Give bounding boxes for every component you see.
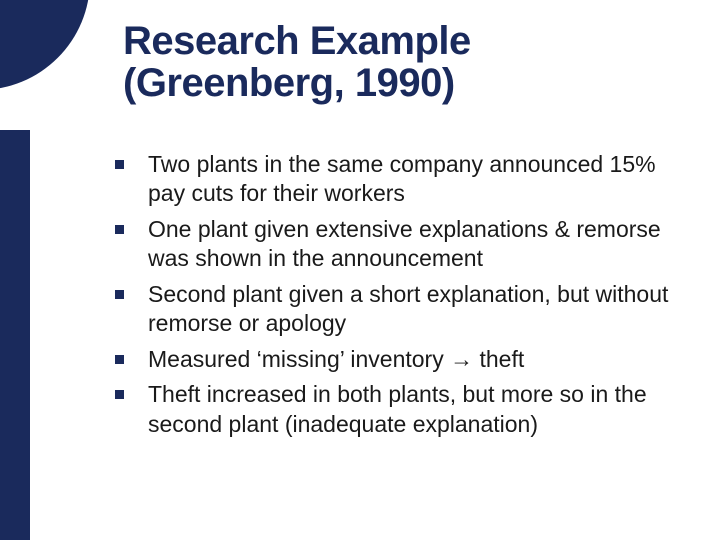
slide: Research Example (Greenberg, 1990) Two p… — [0, 0, 720, 540]
slide-title: Research Example (Greenberg, 1990) — [123, 20, 471, 104]
list-item: Second plant given a short explanation, … — [115, 280, 685, 339]
list-item: Measured ‘missing’ inventory → theft — [115, 345, 685, 374]
bullet-text: Theft increased in both plants, but more… — [148, 380, 685, 439]
side-bar-decoration — [0, 130, 30, 540]
bullet-text: One plant given extensive explanations &… — [148, 215, 685, 274]
bullet-square-icon — [115, 225, 124, 234]
corner-arc-decoration — [0, 0, 90, 90]
bullet-text: Two plants in the same company announced… — [148, 150, 685, 209]
list-item: Theft increased in both plants, but more… — [115, 380, 685, 439]
bullet-square-icon — [115, 390, 124, 399]
title-line-2: (Greenberg, 1990) — [123, 61, 455, 105]
bullet-list: Two plants in the same company announced… — [115, 150, 685, 445]
bullet-square-icon — [115, 355, 124, 364]
bullet-square-icon — [115, 160, 124, 169]
bullet-text: Measured ‘missing’ inventory → theft — [148, 345, 524, 374]
list-item: One plant given extensive explanations &… — [115, 215, 685, 274]
bullet-square-icon — [115, 290, 124, 299]
list-item: Two plants in the same company announced… — [115, 150, 685, 209]
title-line-1: Research Example — [123, 19, 471, 63]
bullet-text: Second plant given a short explanation, … — [148, 280, 685, 339]
